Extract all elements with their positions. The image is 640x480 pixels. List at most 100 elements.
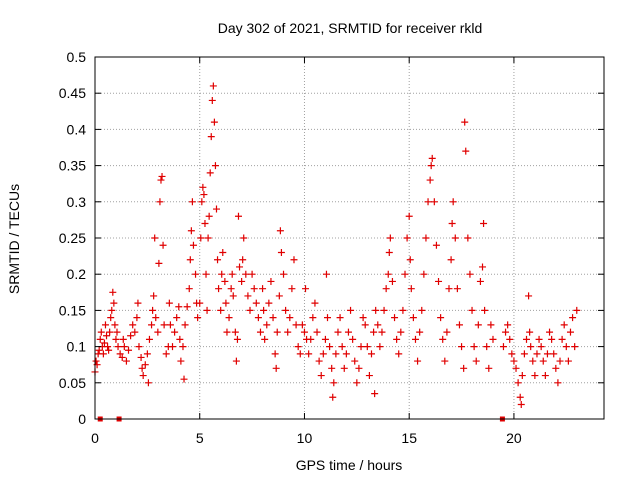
data-point [125,346,133,354]
data-point [332,350,340,358]
data-point [250,285,258,293]
data-point [244,292,252,300]
data-point [280,270,288,278]
data-point [347,306,355,314]
data-point [276,227,284,235]
data-point [313,328,321,336]
data-point [171,328,179,336]
data-point [238,277,246,285]
data-point [273,328,281,336]
data-point [183,303,191,311]
data-point [223,328,231,336]
data-point [448,220,456,228]
data-point [481,306,489,314]
plot-frame [94,56,605,420]
data-point [328,364,336,372]
data-point [122,357,130,365]
data-point [222,299,230,307]
data-point [105,346,113,354]
data-point [319,350,327,358]
data-point [104,343,112,351]
data-point [359,314,367,322]
data-point [292,321,300,329]
data-point [414,357,422,365]
data-point [180,375,188,383]
data-point [476,277,484,285]
data-point [112,335,120,343]
data-point [321,335,329,343]
data-point [403,234,411,242]
data-point [439,335,447,343]
data-point [514,379,522,387]
data-point [246,306,254,314]
data-point [116,350,124,358]
data-point [103,332,111,340]
data-point [96,335,104,343]
data-point [294,343,302,351]
data-point [560,321,568,329]
data-point [533,350,541,358]
data-point [355,364,363,372]
data-point [437,314,445,322]
data-point [367,350,375,358]
data-point [296,350,304,358]
data-point [206,169,214,177]
data-point [181,321,189,329]
data-point [97,328,105,336]
data-point [248,270,256,278]
data-point [185,285,193,293]
data-point [202,270,210,278]
data-point [518,372,526,380]
data-point [535,335,543,343]
x-tick-label: 20 [506,430,522,446]
data-point [571,343,579,351]
y-axis-label: SRMTID / TECUs [6,184,22,294]
data-point [277,248,285,256]
x-tick-label: 15 [401,430,417,446]
data-point [424,198,432,206]
data-point [479,263,487,271]
data-point [252,299,260,307]
data-point [349,335,357,343]
data-point [393,335,401,343]
data-point [265,299,273,307]
y-tick-label: 0.25 [59,230,86,246]
data-point [254,314,262,322]
data-point [150,292,158,300]
data-point [461,118,469,126]
data-point [109,288,117,296]
data-point [357,343,365,351]
data-point [443,328,451,336]
data-point [110,299,118,307]
data-point [175,303,183,311]
data-point [137,353,145,361]
data-point [232,357,240,365]
data-point [508,350,516,358]
data-point [564,357,572,365]
data-point [391,314,399,322]
data-point [177,357,185,365]
data-point [406,256,414,264]
data-point [156,198,164,206]
data-point [148,321,156,329]
data-point [428,154,436,162]
chart-title: Day 302 of 2021, SRMTID for receiver rkl… [218,20,483,36]
data-point [114,343,122,351]
data-point [169,343,177,351]
data-point [143,350,151,358]
data-point [380,306,388,314]
data-point [209,82,217,90]
data-point [205,212,213,220]
data-point [200,191,208,199]
y-tick-label: 0.3 [67,194,87,210]
data-point [351,357,359,365]
data-point [361,321,369,329]
data-point [179,343,187,351]
data-point [208,96,216,104]
y-tick-label: 0.2 [67,266,87,282]
data-point [189,241,197,249]
y-tick-label: 0.45 [59,85,86,101]
data-point [317,372,325,380]
data-point [118,353,126,361]
data-point [263,321,271,329]
